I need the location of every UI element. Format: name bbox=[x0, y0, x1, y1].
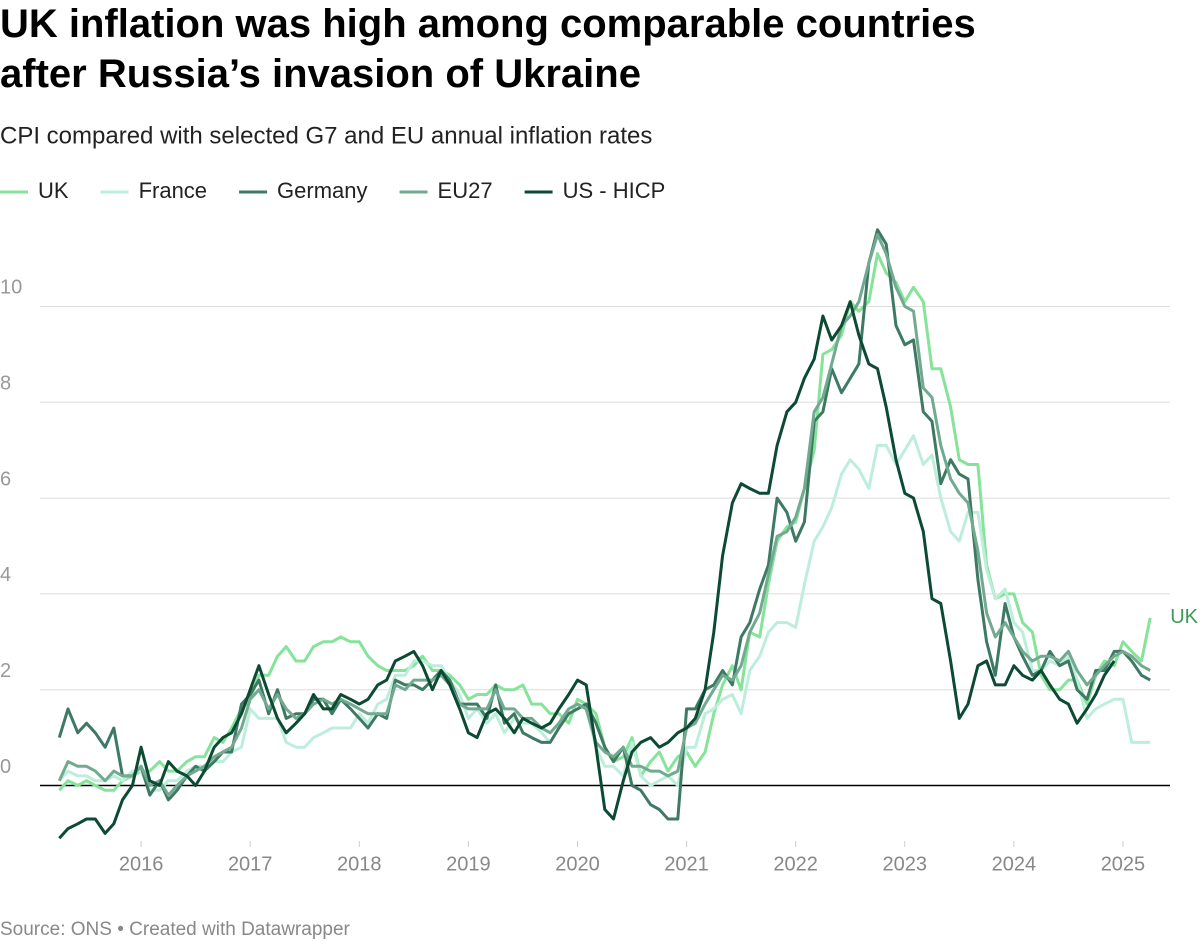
y-tick-label: 0 bbox=[0, 756, 11, 778]
x-tick-label: 2019 bbox=[446, 853, 491, 875]
legend-label: US - HICP bbox=[563, 178, 666, 203]
x-tick-label: 2021 bbox=[664, 853, 709, 875]
series-line bbox=[57, 228, 1151, 821]
y-tick-label: 6 bbox=[0, 468, 11, 490]
chart-title: UK inflation was high among comparable c… bbox=[0, 2, 976, 96]
chart-subtitle: CPI compared with selected G7 and EU ann… bbox=[0, 122, 652, 149]
end-label: UK bbox=[1170, 606, 1198, 628]
x-tick-label: 2025 bbox=[1101, 853, 1146, 875]
legend-label: Germany bbox=[277, 178, 367, 203]
series-line bbox=[58, 252, 1152, 792]
series-line bbox=[57, 233, 1151, 797]
legend-label: EU27 bbox=[438, 178, 493, 203]
legend-label: France bbox=[139, 178, 207, 203]
series-line bbox=[58, 300, 1116, 840]
x-tick-label: 2017 bbox=[228, 853, 273, 875]
series-line bbox=[58, 434, 1151, 792]
y-tick-label: 2 bbox=[0, 660, 11, 682]
x-tick-label: 2023 bbox=[883, 853, 928, 875]
y-tick-label: 4 bbox=[0, 564, 11, 586]
x-tick-label: 2016 bbox=[119, 853, 164, 875]
x-tick-label: 2022 bbox=[773, 853, 818, 875]
x-tick-label: 2024 bbox=[992, 853, 1037, 875]
x-tick-label: 2018 bbox=[337, 853, 382, 875]
x-tick-label: 2020 bbox=[555, 853, 600, 875]
y-tick-label: 10 bbox=[0, 277, 22, 299]
source: Source: ONS • Created with Datawrapper bbox=[0, 919, 351, 940]
legend-label: UK bbox=[38, 178, 69, 203]
y-tick-label: 8 bbox=[0, 373, 11, 395]
